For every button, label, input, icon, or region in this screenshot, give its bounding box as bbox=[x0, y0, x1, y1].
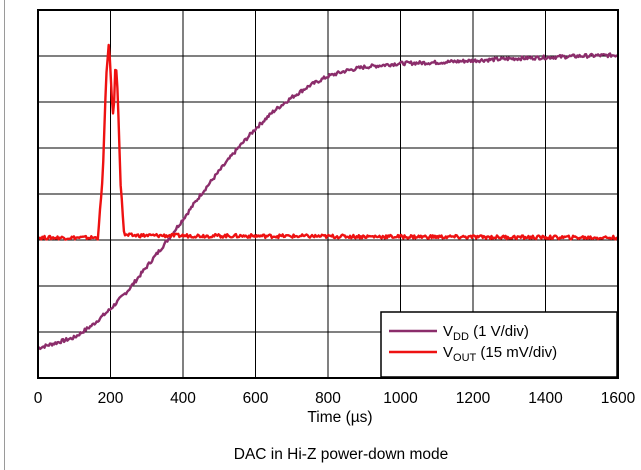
x-tick-label: 1400 bbox=[528, 390, 563, 407]
x-tick-label: 200 bbox=[98, 390, 124, 407]
legend-entry-vdd: VDD (1 V/div) bbox=[443, 323, 529, 343]
x-tick-label: 0 bbox=[34, 390, 43, 407]
x-tick-label: 800 bbox=[315, 390, 341, 407]
x-tick-labels: 0 200 400 600 800 1000 1200 1400 1600 bbox=[34, 390, 636, 407]
x-tick-label: 1200 bbox=[456, 390, 491, 407]
x-tick-label: 400 bbox=[170, 390, 196, 407]
page-border-line bbox=[4, 0, 5, 470]
legend-box bbox=[380, 311, 618, 378]
x-tick-label: 1000 bbox=[383, 390, 418, 407]
series-line-out bbox=[37, 43, 619, 241]
chart-caption: DAC in Hi-Z power-down mode bbox=[234, 446, 449, 463]
x-axis-title: Time (µs) bbox=[307, 409, 372, 426]
legend: VDD (1 V/div) VOUT (15 mV/div) bbox=[380, 311, 618, 378]
plot-frame bbox=[37, 9, 619, 379]
x-tick-label: 1600 bbox=[601, 390, 636, 407]
legend-entry-vout: VOUT (15 mV/div) bbox=[443, 344, 557, 364]
x-tick-label: 600 bbox=[243, 390, 269, 407]
series-line-dd bbox=[37, 52, 619, 351]
series-layer bbox=[37, 43, 619, 351]
